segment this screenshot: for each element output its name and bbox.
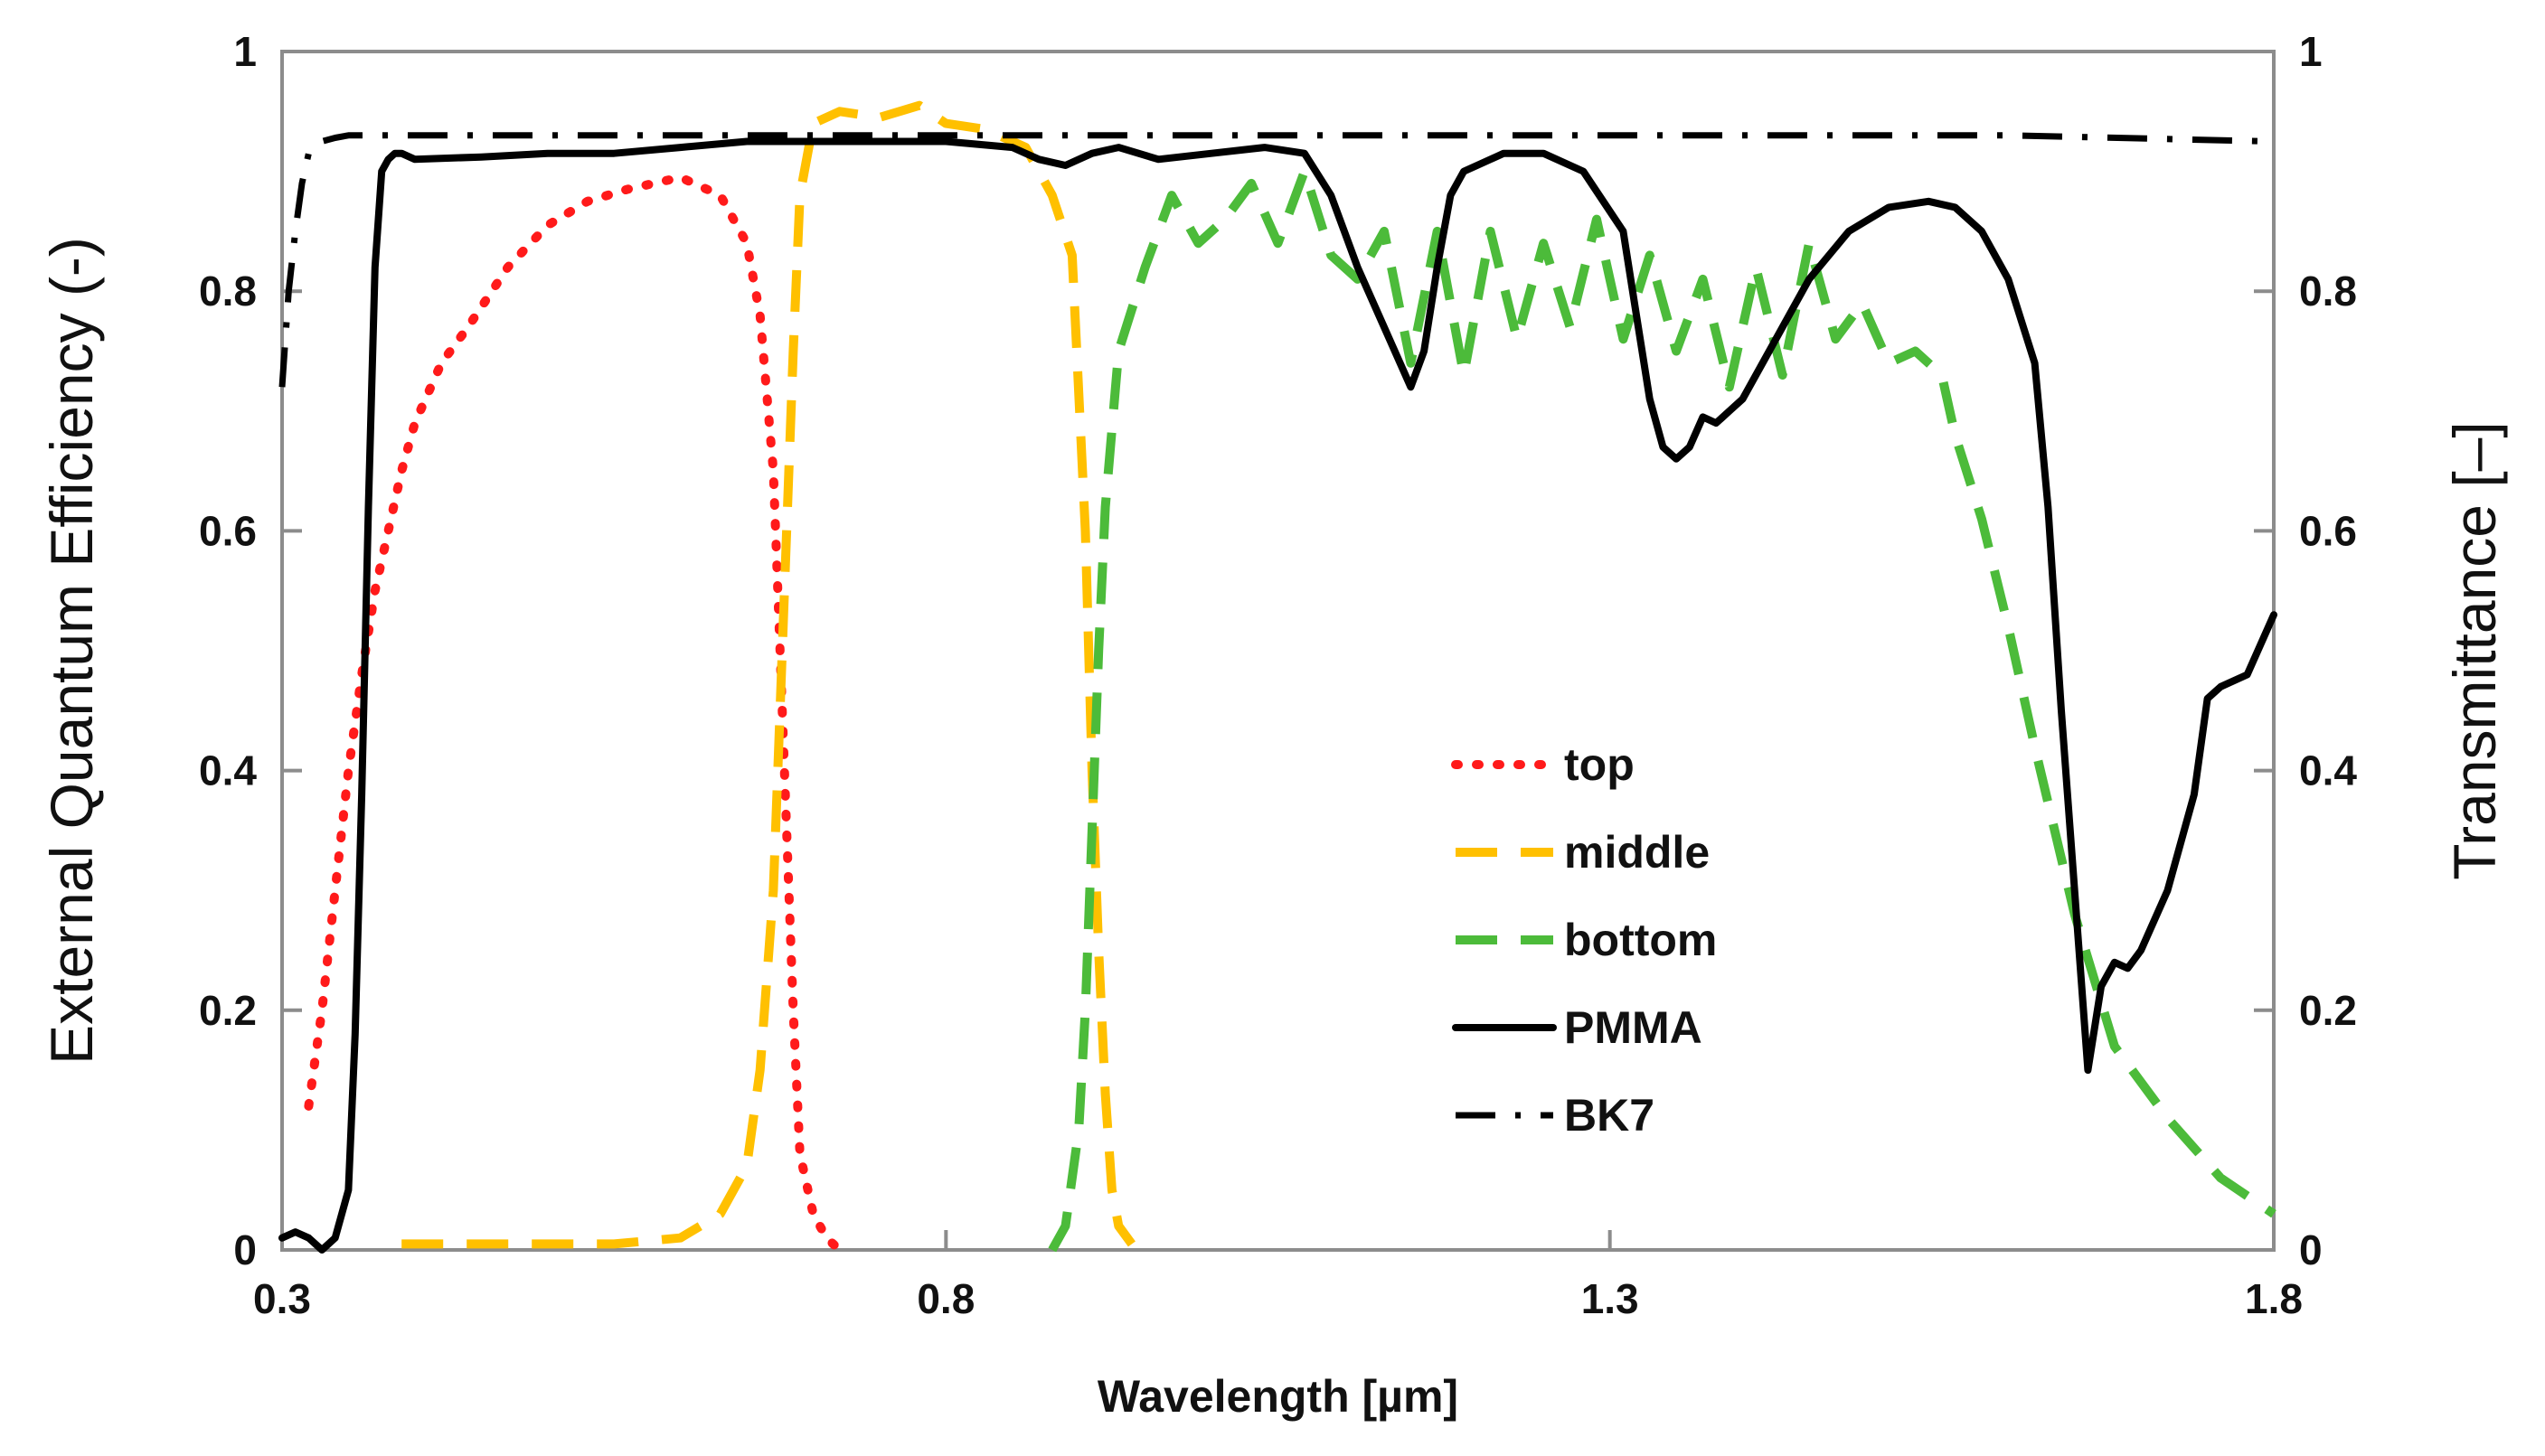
y-right-tick-label: 1 [2299, 28, 2323, 75]
y-left-tick-label: 0.8 [199, 268, 257, 315]
y-left-tick-label: 0.6 [199, 507, 257, 554]
y-left-tick-label: 0.2 [199, 987, 257, 1034]
y-right-tick-label: 0.6 [2299, 507, 2357, 554]
y-axis-title-left: External Quantum Efficiency (-) [38, 237, 105, 1065]
series-line-bk7 [278, 132, 2275, 388]
legend-label-top: top [1564, 739, 1635, 790]
y-left-tick-label: 0 [233, 1226, 257, 1273]
y-right-tick-label: 0 [2299, 1226, 2323, 1273]
y-left-tick-label: 0.4 [199, 747, 257, 794]
legend: top middle bottom PMMA BK7 [1451, 739, 1717, 1141]
x-tick-label: 1.3 [1581, 1275, 1639, 1322]
y-axis-title-right: Transmittance [–] [2441, 421, 2508, 879]
x-tick-label: 0.3 [253, 1275, 311, 1322]
series-layer [278, 100, 2277, 1254]
legend-label-pmma: PMMA [1564, 1002, 1702, 1053]
legend-label-middle: middle [1564, 827, 1710, 878]
series-line-bottom [1048, 166, 2276, 1253]
legend-label-bottom: bottom [1564, 915, 1717, 965]
series-line-pmma [278, 137, 2277, 1254]
y-left-tick-label: 1 [233, 28, 257, 75]
y-right-tick-label: 0.4 [2299, 747, 2357, 794]
x-tick-label: 0.8 [917, 1275, 975, 1322]
x-axis-title: Wavelength [µm] [1098, 1371, 1458, 1422]
legend-label-bk7: BK7 [1564, 1090, 1654, 1141]
y-right-tick-label: 0.8 [2299, 268, 2357, 315]
y-right-tick-label: 0.2 [2299, 987, 2357, 1034]
x-tick-label: 1.8 [2245, 1275, 2303, 1322]
plot-frame [280, 50, 2276, 1252]
